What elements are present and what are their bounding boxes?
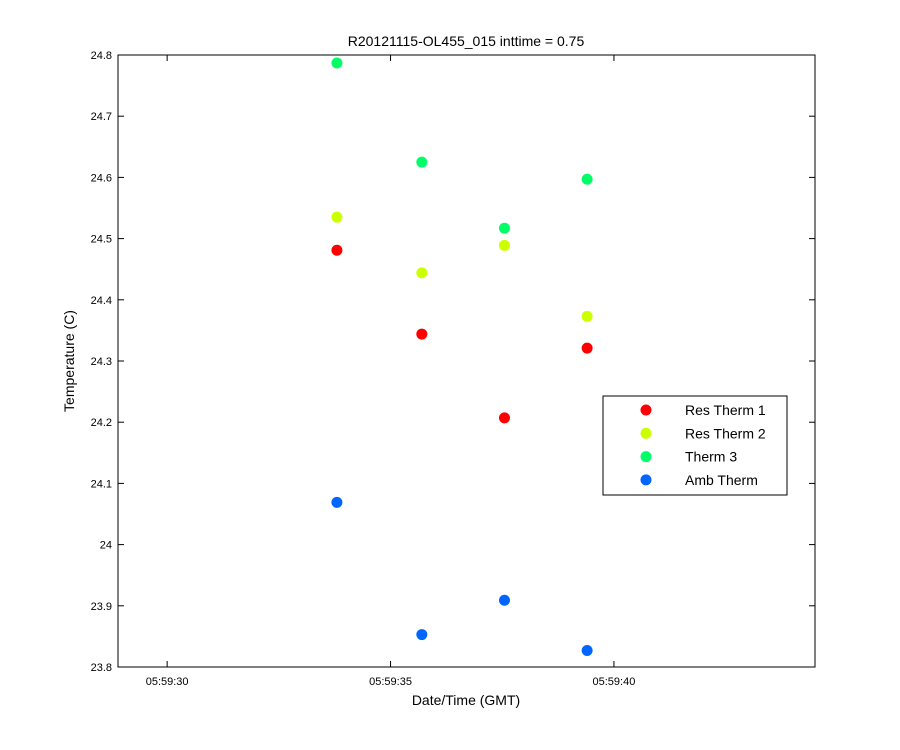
legend: Res Therm 1 Res Therm 2 Therm 3 Amb Therm (602, 395, 788, 496)
plot-area (117, 54, 816, 668)
y-tick-label: 24 (100, 540, 112, 552)
legend-marker (640, 474, 652, 486)
chart-title: R20121115-OL455_015 inttime = 0.75 (348, 33, 585, 49)
x-axis: 05:59:30 05:59:35 05:59:40 (146, 55, 636, 688)
data-point-res-therm-1 (498, 412, 510, 424)
legend-box (602, 395, 788, 496)
y-axis: 23.8 23.9 24 24.1 24.2 24.3 24.4 24.5 24.6 24.7 24… (91, 50, 815, 674)
y-tick-label: 23.8 (91, 662, 112, 674)
data-point-res-therm-2 (498, 239, 510, 251)
y-tick-label: 24.8 (91, 50, 112, 62)
data-point-res-therm-1 (416, 328, 428, 340)
y-tick-label: 24.6 (91, 172, 112, 184)
data-point-amb-therm (331, 496, 343, 508)
data-point-amb-therm (416, 629, 428, 641)
y-tick-label: 24.2 (91, 417, 112, 429)
data-point-therm-3 (331, 57, 343, 69)
legend-label: Res Therm 1 (685, 402, 766, 418)
data-point-res-therm-2 (331, 211, 343, 223)
data-point-res-therm-2 (416, 267, 428, 279)
data-point-res-therm-1 (581, 342, 593, 354)
data-point-therm-3 (498, 222, 510, 234)
y-tick-label: 24.1 (91, 478, 112, 490)
y-tick-label: 24.7 (91, 111, 112, 123)
x-tick-label: 05:59:30 (146, 676, 189, 688)
data-point-res-therm-2 (581, 310, 593, 322)
data-point-res-therm-1 (331, 244, 343, 256)
legend-marker (640, 427, 652, 439)
x-tick-label: 05:59:35 (369, 676, 412, 688)
y-tick-label: 24.5 (91, 234, 112, 246)
data-points (331, 57, 593, 656)
data-point-therm-3 (416, 156, 428, 168)
legend-marker (640, 404, 652, 416)
y-tick-label: 24.3 (91, 356, 112, 368)
data-point-therm-3 (581, 173, 593, 185)
y-tick-label: 24.4 (91, 295, 112, 307)
x-axis-title: Date/Time (GMT) (412, 692, 520, 708)
y-tick-label: 23.9 (91, 601, 112, 613)
legend-marker (640, 451, 652, 463)
x-tick-label: 05:59:40 (593, 676, 636, 688)
data-point-amb-therm (498, 594, 510, 606)
y-axis-title: Temperature (C) (61, 310, 77, 412)
legend-label: Amb Therm (685, 472, 758, 488)
legend-label: Therm 3 (685, 449, 737, 465)
legend-label: Res Therm 2 (685, 425, 766, 441)
data-point-amb-therm (581, 644, 593, 656)
